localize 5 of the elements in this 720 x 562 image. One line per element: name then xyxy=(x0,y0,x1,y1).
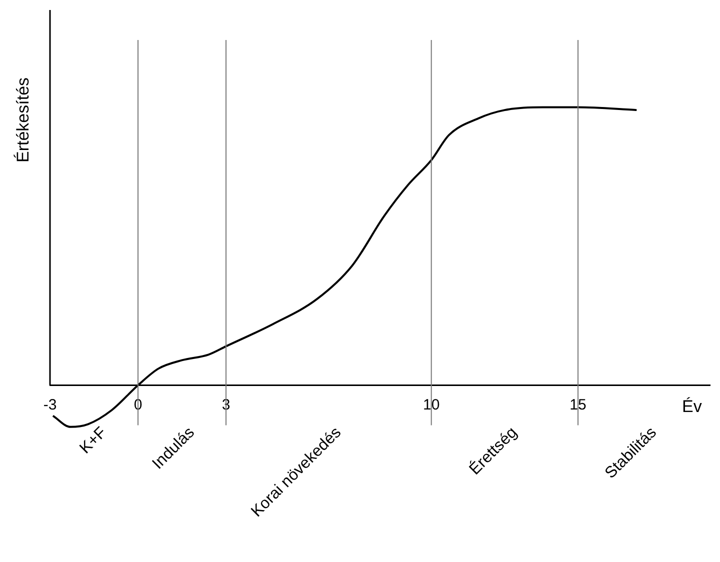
y-axis-title: Értékesítés xyxy=(14,77,33,163)
x-tick-label: -3 xyxy=(43,396,57,414)
x-tick-label: 15 xyxy=(570,396,586,414)
x-axis-title: Év xyxy=(682,396,702,416)
x-tick-label: 10 xyxy=(422,396,440,414)
